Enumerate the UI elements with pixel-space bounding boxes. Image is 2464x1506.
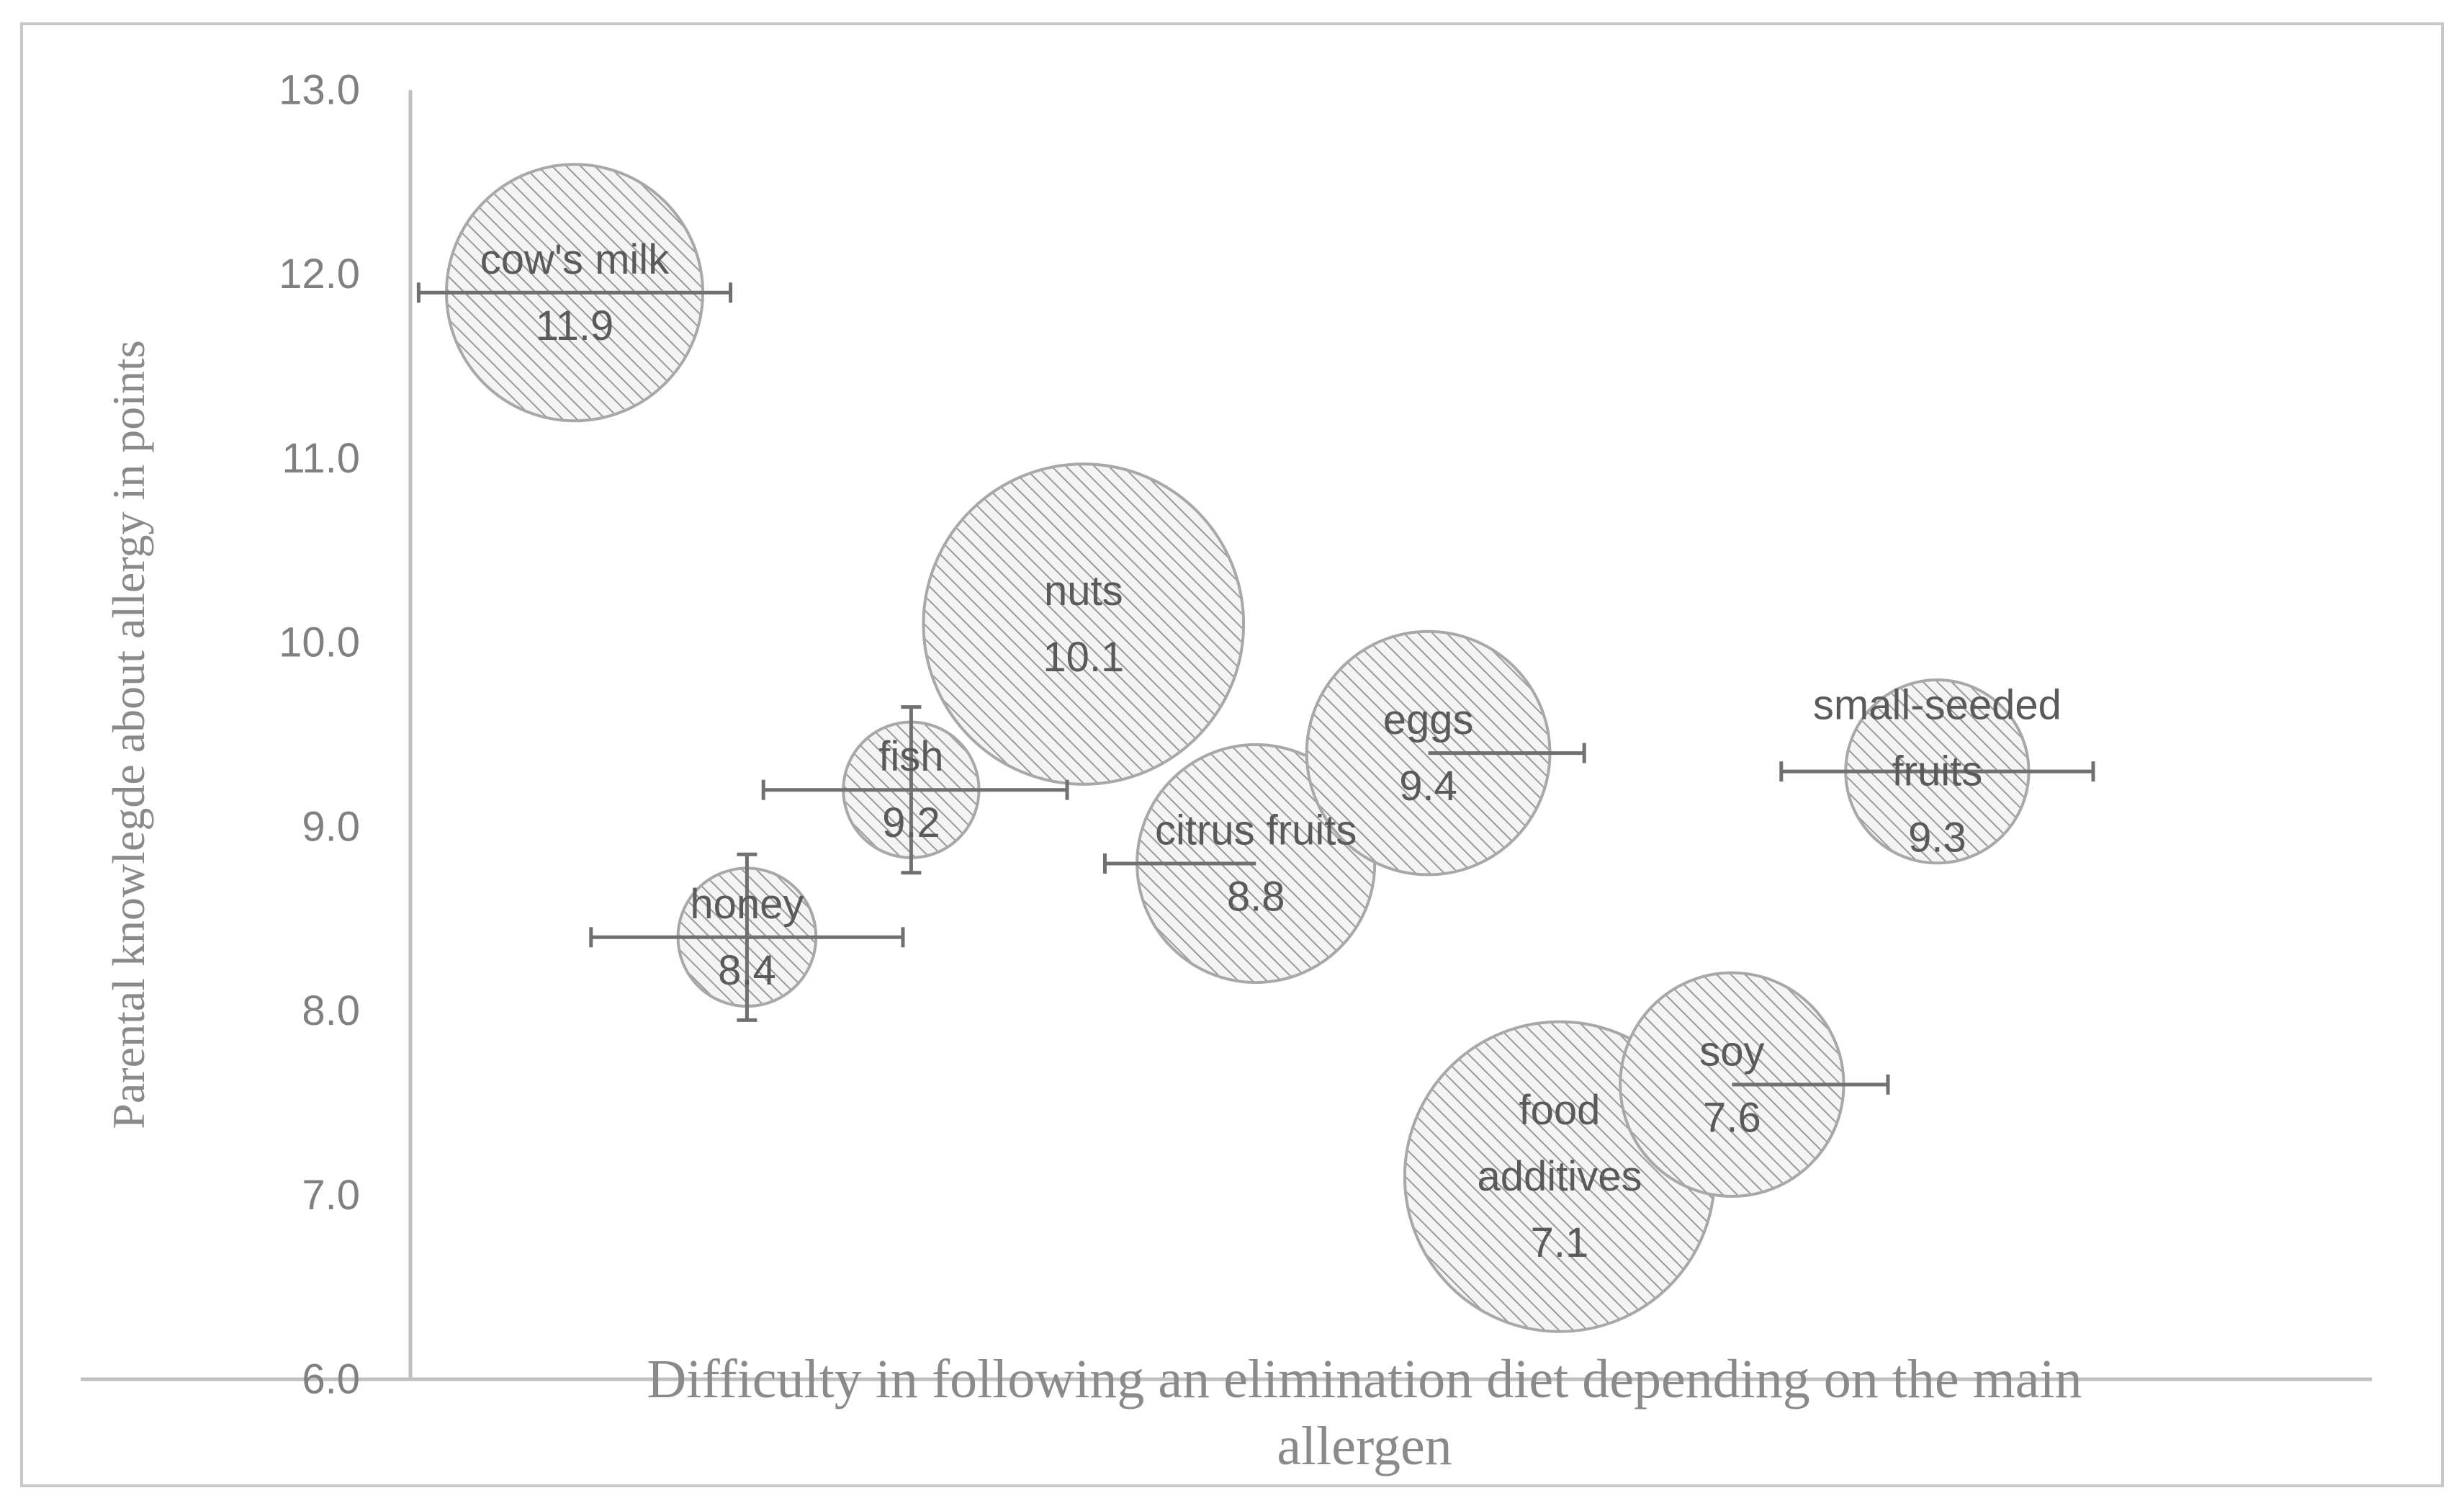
bubble-name-label: food [1519, 1087, 1601, 1134]
bubble-name-label: soy [1699, 1028, 1764, 1075]
y-tick-label: 12.0 [279, 251, 360, 297]
y-tick-label: 6.0 [302, 1356, 360, 1403]
y-tick-label: 11.0 [282, 435, 360, 482]
error-bars-group [416, 282, 2095, 1095]
bubble-name-label: citrus fruits [1155, 807, 1357, 854]
y-tick-label: 8.0 [302, 987, 360, 1034]
y-tick-labels: 6.0 7.0 8.0 9.0 10.0 11.0 12.0 13.0 [279, 67, 360, 1403]
bubble-value-label: 8.8 [1227, 874, 1285, 920]
bubble-nuts [922, 462, 1246, 786]
bubble-name-label: eggs [1383, 696, 1474, 743]
bubble-name-label: additives [1478, 1153, 1642, 1200]
x-axis-label-line-1: Difficulty in following an elimination d… [647, 1349, 2082, 1409]
bubble-value-label: 9.4 [1399, 763, 1457, 810]
bubble-name-label: honey [690, 881, 804, 928]
bubble-labels-group: cow's milk 11.9 nuts 10.1 fish 9.2 honey 8.4 cit… [480, 236, 2061, 1266]
x-axis-label-line-2: allergen [1277, 1416, 1452, 1476]
bubble-name-label: cow's milk [480, 236, 670, 283]
bubble-name-label: small-seeded [1813, 682, 2061, 729]
y-tick-label: 10.0 [279, 619, 360, 666]
bubble-value-label: 7.6 [1703, 1094, 1761, 1141]
bubble-value-label: 11.9 [536, 302, 614, 349]
bubble-value-label: 10.1 [1043, 634, 1124, 681]
bubble-value-label: 9.3 [1908, 815, 1966, 861]
y-axis-label: Parental knowlegde about allergy in poin… [103, 340, 154, 1129]
bubble-value-label: 8.4 [718, 947, 776, 994]
bubble-name-label: nuts [1044, 568, 1123, 614]
bubble-name-label: fish [878, 733, 943, 780]
y-tick-label: 7.0 [302, 1172, 360, 1219]
bubble-value-label: 9.2 [882, 799, 940, 846]
bubble-name-label: fruits [1892, 748, 1983, 795]
y-tick-label: 13.0 [279, 67, 360, 114]
y-tick-label: 9.0 [302, 803, 360, 850]
bubble-value-label: 7.1 [1531, 1219, 1589, 1266]
